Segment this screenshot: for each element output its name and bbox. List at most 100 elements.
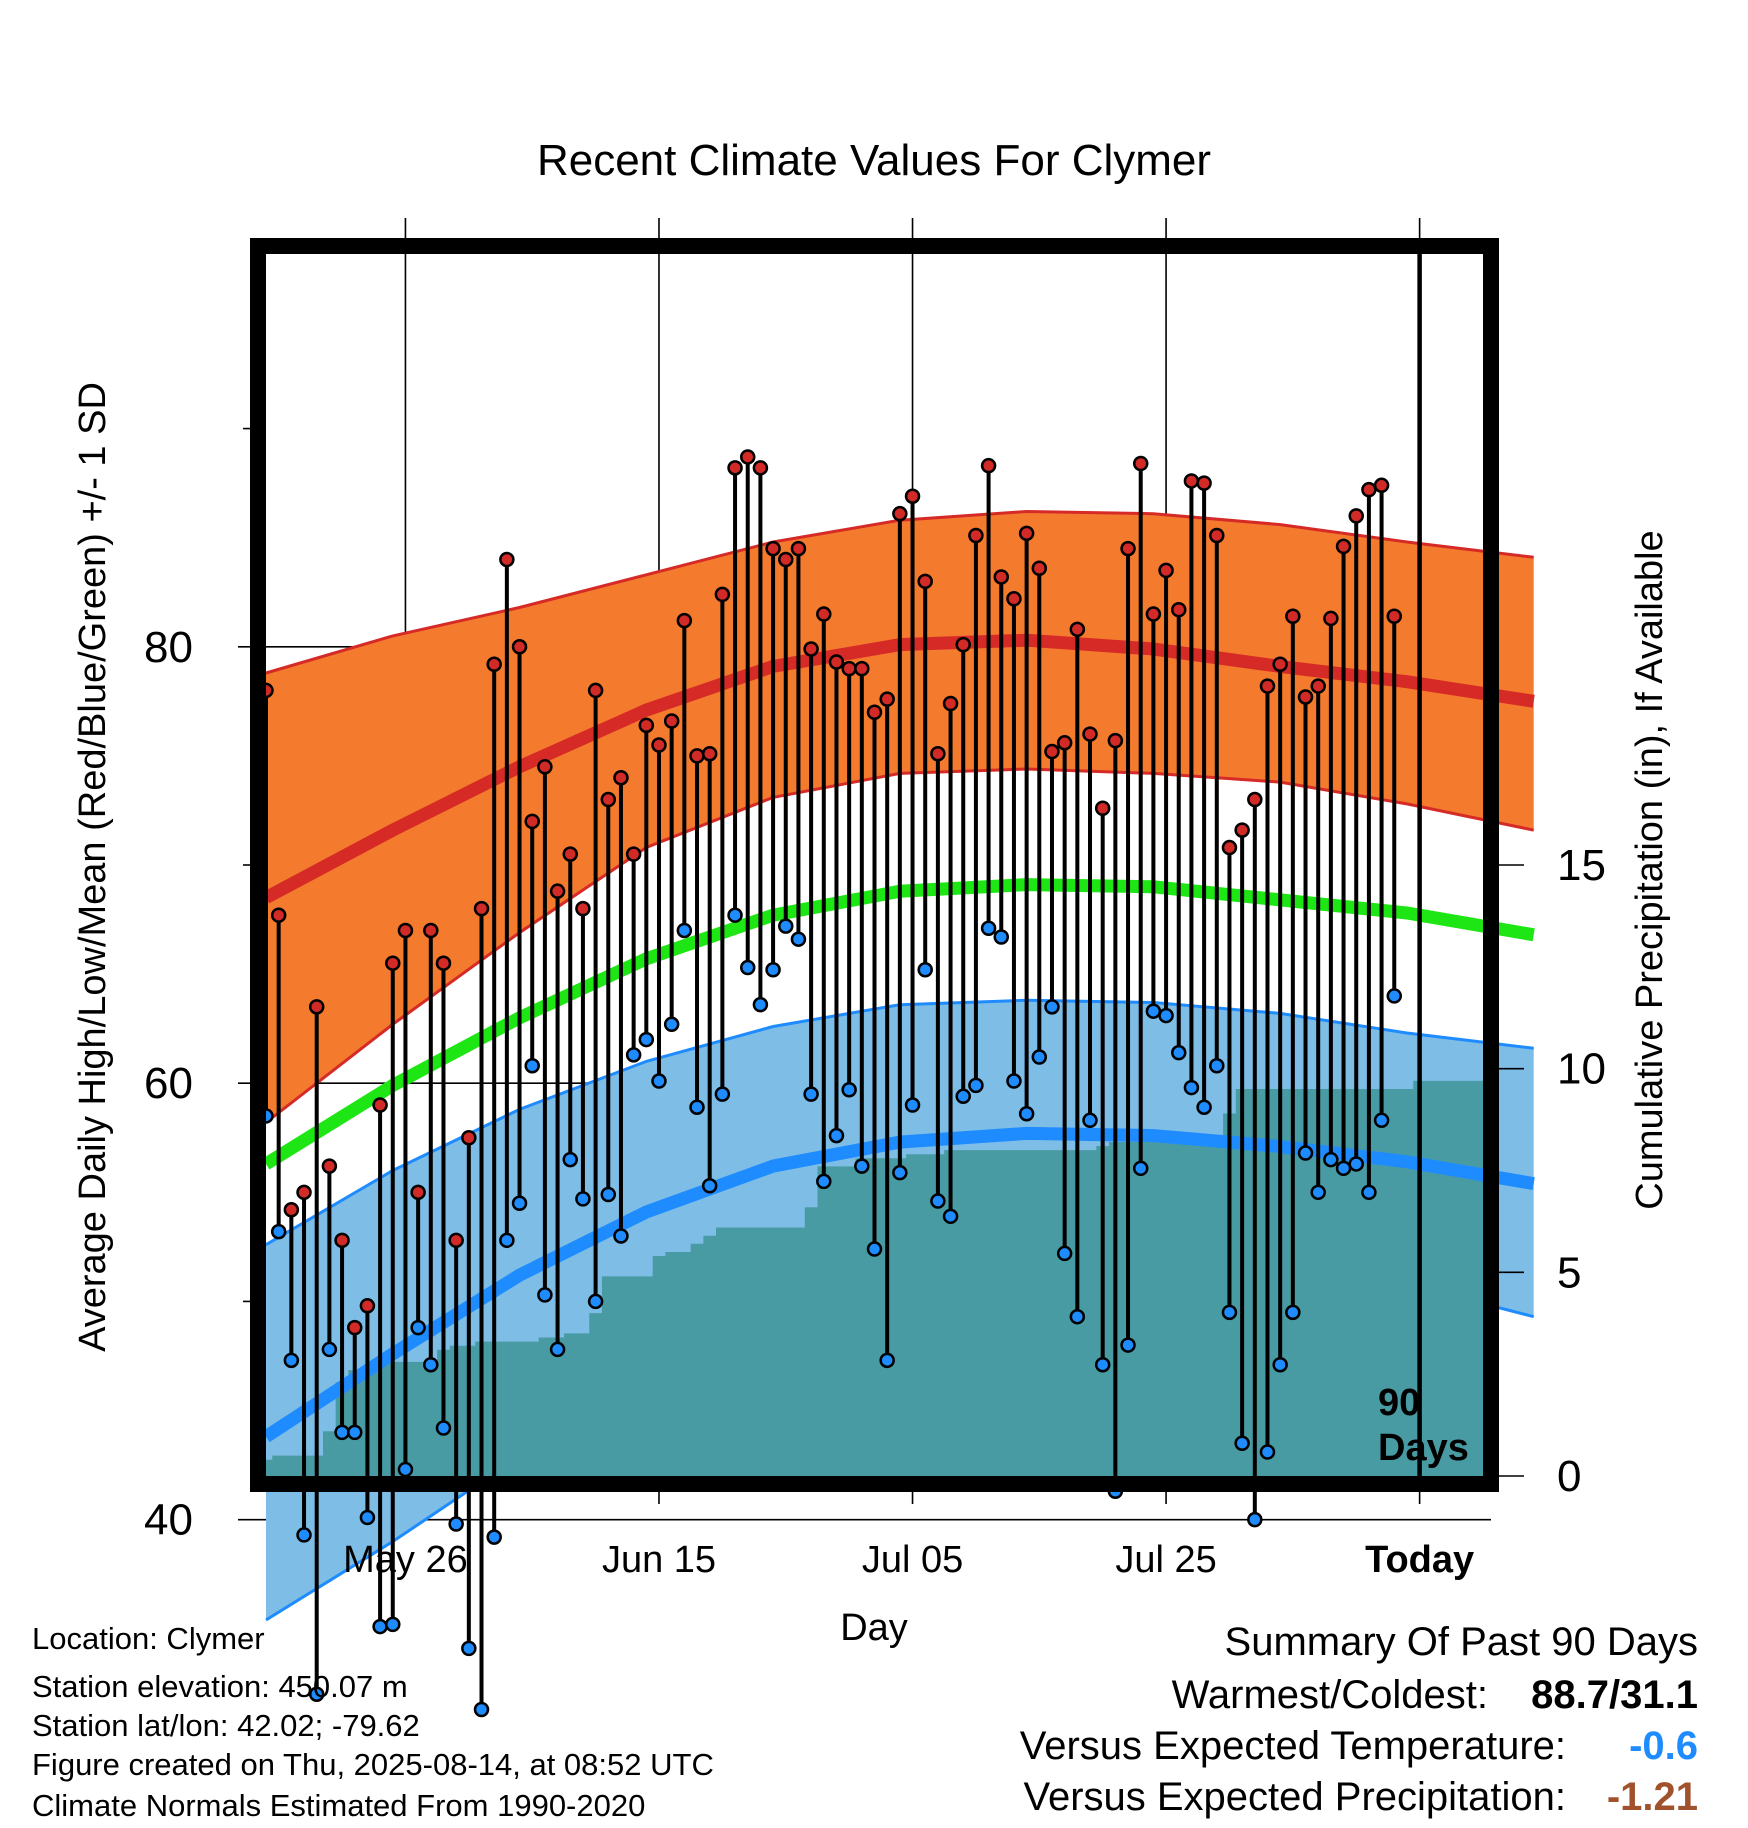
- obs-high-point-55: [955, 636, 971, 653]
- obs-high-point-62: [1044, 743, 1060, 760]
- obs-low-point-72: [1171, 1044, 1187, 1061]
- obs-low-point-37: [727, 907, 743, 923]
- obs-low-point-60: [1018, 1106, 1035, 1122]
- obs-high-point-81: [1285, 608, 1301, 624]
- obs-low-point-30: [638, 1031, 655, 1048]
- obs-low-point-62: [1044, 999, 1060, 1015]
- obs-high-point-6: [334, 1232, 350, 1249]
- obs-low-point-83: [1310, 1184, 1326, 1201]
- obs-high-point-9: [372, 1097, 388, 1113]
- obs-high-point-38: [739, 449, 756, 465]
- obs-high-point-49: [879, 691, 895, 707]
- chart-title: Recent Climate Values For Clymer: [537, 136, 1211, 185]
- obs-low-point-55: [955, 1088, 971, 1105]
- y-left-tick-label-0: 80: [144, 623, 193, 672]
- y-left-tick-label-1: 60: [144, 1059, 193, 1108]
- obs-low-point-65: [1082, 1112, 1098, 1129]
- obs-high-point-4: [308, 999, 325, 1015]
- obs-low-point-39: [752, 996, 769, 1013]
- y-right-tick-label-3: 15: [1557, 841, 1606, 890]
- temp-anomaly-value: -0.6: [1629, 1724, 1698, 1768]
- obs-low-point-85: [1335, 1160, 1352, 1177]
- obs-low-point-66: [1094, 1356, 1111, 1373]
- obs-high-point-28: [613, 769, 629, 786]
- obs-high-point-31: [651, 737, 667, 753]
- obs-low-point-38: [739, 959, 756, 976]
- obs-low-point-45: [828, 1127, 845, 1144]
- obs-low-point-25: [575, 1191, 591, 1207]
- obs-low-point-56: [968, 1077, 984, 1094]
- obs-low-point-76: [1221, 1304, 1238, 1321]
- obs-high-point-3: [296, 1184, 312, 1201]
- obs-low-point-6: [334, 1424, 350, 1441]
- obs-low-point-68: [1120, 1337, 1136, 1353]
- obs-high-point-69: [1132, 455, 1149, 472]
- obs-low-point-43: [803, 1086, 819, 1102]
- obs-high-point-60: [1018, 525, 1035, 542]
- obs-high-point-68: [1120, 540, 1136, 557]
- obs-low-point-9: [372, 1618, 388, 1635]
- obs-high-point-71: [1158, 562, 1174, 579]
- obs-low-point-2: [283, 1352, 300, 1369]
- obs-low-point-80: [1272, 1356, 1288, 1373]
- obs-low-point-41: [778, 918, 794, 934]
- obs-low-point-78: [1247, 1511, 1263, 1528]
- y-right-tick-label-0: 0: [1557, 1452, 1581, 1501]
- obs-low-point-22: [537, 1287, 553, 1303]
- y-axis-label-left: Average Daily High/Low/Mean (Red/Blue/Gr…: [72, 382, 114, 1352]
- obs-high-point-84: [1323, 610, 1339, 627]
- obs-high-point-15: [448, 1232, 464, 1249]
- obs-high-point-56: [968, 527, 984, 544]
- obs-low-point-75: [1209, 1058, 1225, 1074]
- obs-high-point-7: [346, 1319, 363, 1336]
- obs-high-point-75: [1209, 527, 1225, 544]
- x-tick-label-0: May 26: [343, 1539, 468, 1581]
- obs-low-point-33: [676, 922, 693, 939]
- obs-low-point-63: [1056, 1245, 1073, 1262]
- obs-low-point-26: [587, 1293, 604, 1310]
- y-right-tick-label-2: 10: [1557, 1045, 1606, 1094]
- today-days-number: 90: [1378, 1382, 1420, 1424]
- obs-high-point-82: [1297, 689, 1314, 705]
- obs-high-point-54: [942, 695, 959, 712]
- obs-high-point-47: [854, 660, 870, 677]
- obs-high-point-64: [1069, 621, 1086, 638]
- obs-high-point-50: [892, 505, 908, 522]
- obs-low-point-16: [461, 1640, 477, 1657]
- obs-high-point-33: [676, 612, 693, 629]
- obs-high-point-86: [1348, 508, 1364, 524]
- obs-low-point-57: [980, 920, 997, 937]
- obs-low-point-24: [562, 1151, 578, 1168]
- summary-title: Summary Of Past 90 Days: [1224, 1620, 1698, 1664]
- axes: May 26 Jun 15 Jul 05 Jul 25 Today 80 60 40 0 5 10 1…: [144, 427, 1606, 1581]
- obs-high-point-45: [828, 654, 845, 670]
- obs-high-point-36: [714, 586, 731, 603]
- obs-high-point-48: [866, 704, 883, 720]
- location-text: Location: Clymer: [32, 1621, 265, 1656]
- obs-low-point-7: [346, 1424, 363, 1441]
- obs-high-point-35: [701, 745, 718, 762]
- obs-high-point-19: [499, 551, 515, 568]
- obs-high-point-83: [1310, 678, 1326, 694]
- obs-high-point-11: [397, 922, 414, 939]
- obs-high-point-37: [727, 460, 743, 476]
- obs-high-point-57: [980, 457, 997, 474]
- obs-high-point-40: [765, 540, 781, 557]
- obs-high-point-21: [524, 813, 540, 830]
- obs-low-point-58: [993, 929, 1010, 945]
- obs-low-point-20: [511, 1195, 528, 1211]
- obs-high-point-53: [930, 745, 946, 762]
- obs-low-point-81: [1285, 1304, 1301, 1321]
- obs-low-point-79: [1259, 1444, 1276, 1460]
- obs-low-point-61: [1031, 1049, 1048, 1065]
- obs-low-point-88: [1373, 1112, 1390, 1129]
- obs-low-point-47: [854, 1158, 870, 1174]
- obs-high-point-20: [511, 639, 528, 655]
- obs-low-point-1: [270, 1223, 287, 1240]
- x-tick-label-2: Jul 05: [862, 1539, 963, 1581]
- precip-anomaly-label: Versus Expected Precipitation:: [1023, 1775, 1566, 1819]
- obs-high-point-41: [778, 551, 794, 568]
- obs-low-point-3: [296, 1527, 312, 1543]
- obs-high-point-66: [1094, 800, 1111, 817]
- obs-high-point-79: [1259, 678, 1276, 694]
